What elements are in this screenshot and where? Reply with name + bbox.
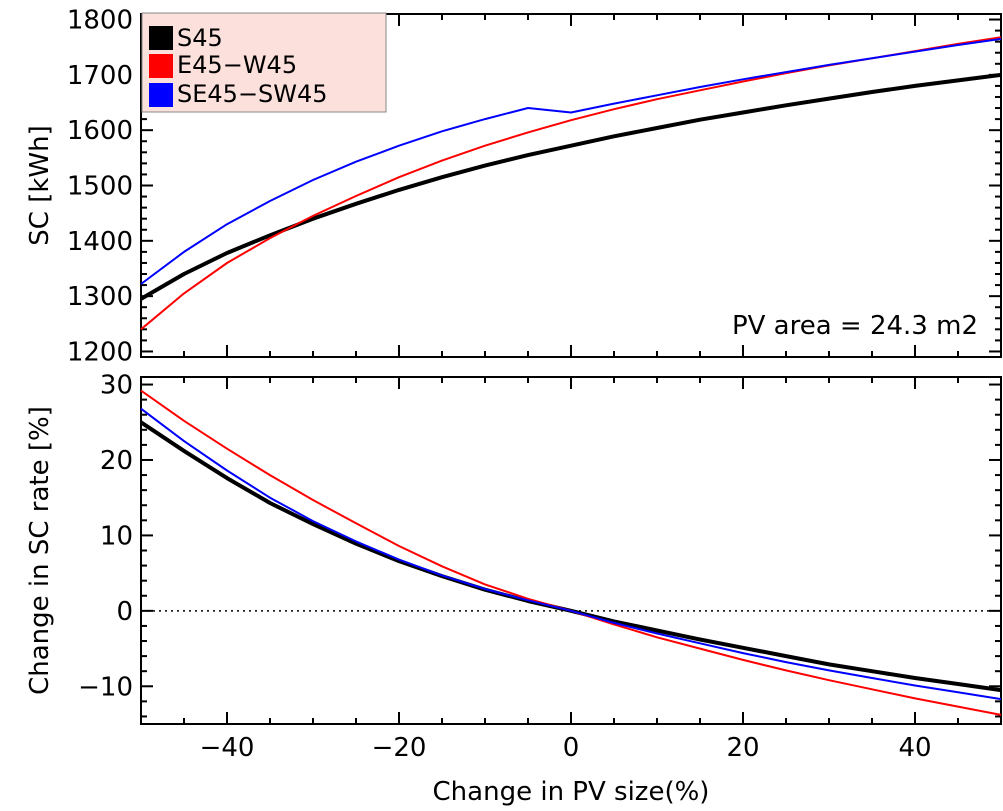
y-tick-label: 0 xyxy=(116,597,133,627)
y-tick-label: 20 xyxy=(100,446,133,476)
legend-label-s45: S45 xyxy=(177,24,223,52)
sc-rate-line-e45-w45 xyxy=(140,389,1002,716)
sc-axis-ticks: 1200 1300 1400 1500 1600 1700 1800 xyxy=(67,6,1002,367)
sc-y-axis-label: SC [kWh] xyxy=(25,125,55,245)
x-axis-label: Change in PV size(%) xyxy=(433,777,710,807)
y-tick-label: −10 xyxy=(78,672,133,702)
x-tick-label: −40 xyxy=(200,733,255,763)
y-tick-label: 1600 xyxy=(67,116,133,146)
x-tick-label: 0 xyxy=(563,733,580,763)
sc-rate-line-s45 xyxy=(139,420,1002,693)
legend-label-se45-sw45: SE45−SW45 xyxy=(177,80,328,108)
y-tick-label: 10 xyxy=(100,521,133,551)
y-tick-label: 1800 xyxy=(67,6,133,36)
sc-panel: 1200 1300 1400 1500 1600 1700 1800 SC [kWh] PV… xyxy=(25,6,1002,367)
y-tick-label: 1500 xyxy=(67,172,133,202)
sc-rate-axis-ticks: −40 −20 0 20 40 −10 0 10 20 30 xyxy=(78,371,1002,763)
legend-box xyxy=(141,12,387,113)
sc-rate-y-axis-label: Change in SC rate [%] xyxy=(25,406,55,695)
x-tick-label: −20 xyxy=(372,733,427,763)
y-tick-label: 1300 xyxy=(67,282,133,312)
y-tick-label: 1700 xyxy=(67,61,133,91)
sc-series-lines xyxy=(139,36,1002,331)
sc-rate-line-se45-sw45 xyxy=(140,407,1002,701)
y-tick-label: 1200 xyxy=(67,337,133,367)
legend-swatch-s45 xyxy=(149,26,173,50)
x-tick-label: 40 xyxy=(898,733,931,763)
legend-label-e45-w45: E45−W45 xyxy=(177,51,297,79)
pv-area-annotation: PV area = 24.3 m2 xyxy=(732,311,978,341)
y-tick-label: 30 xyxy=(100,371,133,401)
legend-swatch-se45-sw45 xyxy=(149,83,173,107)
sc-rate-series-lines xyxy=(139,389,1002,716)
sc-rate-panel: −40 −20 0 20 40 −10 0 10 20 30 Change in SC rate … xyxy=(25,371,1002,807)
legend-swatch-e45-w45 xyxy=(149,54,173,78)
sc-line-se45-sw45 xyxy=(140,37,1002,285)
y-tick-label: 1400 xyxy=(67,227,133,257)
x-tick-label: 20 xyxy=(726,733,759,763)
legend: S45 E45−W45 SE45−SW45 xyxy=(141,12,387,113)
